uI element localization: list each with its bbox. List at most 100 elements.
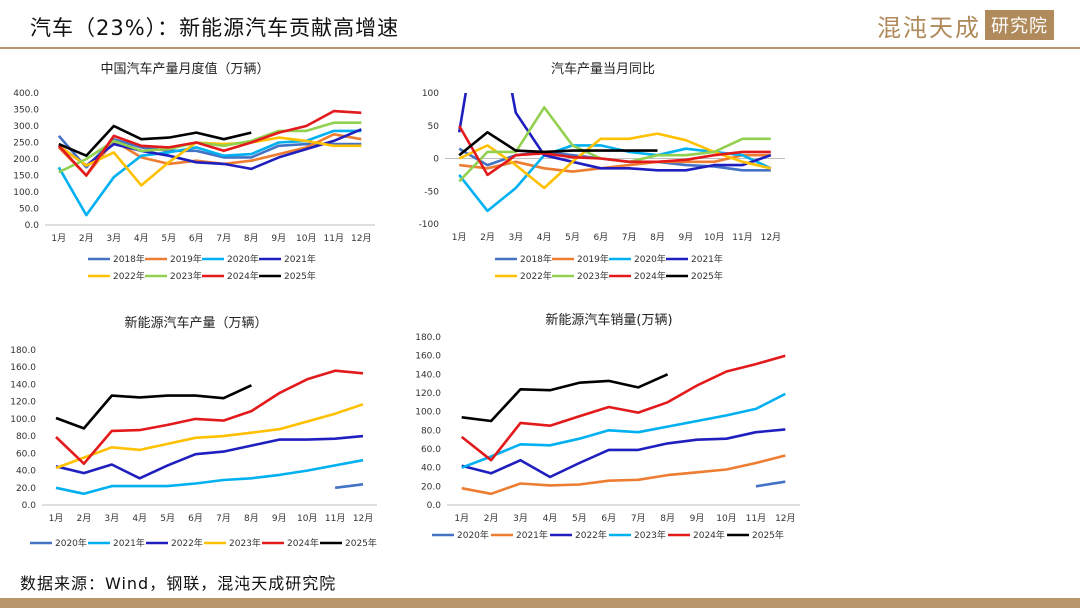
footer-bar (0, 598, 1080, 608)
legend-label: 2023年 (634, 529, 666, 541)
y-tick-label: -100 (419, 220, 440, 230)
legend-label: 2020年 (55, 537, 87, 549)
x-tick-label: 10月 (297, 513, 317, 524)
legend-label: 2021年 (516, 529, 548, 541)
logo-box-text: 研究院 (985, 10, 1054, 40)
x-tick-label: 11月 (325, 513, 345, 524)
legend-label: 2019年 (170, 253, 202, 265)
y-tick-label: 140.0 (10, 380, 36, 390)
series-line-2020年 (755, 480, 786, 488)
x-tick-label: 6月 (601, 513, 616, 524)
x-tick-label: 5月 (572, 513, 587, 524)
legend-label: 2025年 (691, 270, 723, 282)
y-tick-label: 60.0 (16, 449, 36, 459)
page-title: 汽车（23%）：新能源汽车贡献高增速 (30, 16, 400, 40)
legend-label: 2022年 (520, 270, 552, 282)
y-tick-label: 350.0 (13, 106, 39, 116)
y-tick-label: 200.0 (13, 155, 39, 165)
legend-label: 2023年 (170, 270, 202, 282)
y-tick-label: 400.0 (13, 89, 39, 99)
series-line-2020年 (334, 483, 364, 490)
legend-label: 2020年 (227, 253, 259, 265)
y-tick-label: 100.0 (13, 188, 39, 198)
y-tick-label: 120.0 (415, 389, 441, 399)
y-tick-label: 80.0 (16, 432, 36, 442)
x-tick-label: 8月 (244, 233, 259, 244)
legend-label: 2022年 (171, 537, 203, 549)
x-tick-label: 9月 (690, 513, 705, 524)
y-tick-label: 140.0 (415, 370, 441, 380)
chart-title: 汽车产量当月同比 (551, 61, 655, 77)
series-line-2022年 (461, 428, 786, 479)
y-tick-label: 100.0 (415, 408, 441, 418)
x-tick-label: 2月 (484, 513, 499, 524)
legend-label: 2022年 (575, 529, 607, 541)
x-tick-label: 4月 (132, 513, 147, 524)
source-note: 数据来源：Wind，钢联，混沌天成研究院 (20, 574, 337, 593)
x-tick-label: 7月 (631, 513, 646, 524)
series-line-2021年 (58, 128, 362, 171)
y-tick-label: 120.0 (10, 398, 36, 408)
x-tick-label: 3月 (508, 232, 523, 243)
x-tick-label: 6月 (189, 233, 204, 244)
x-tick-label: 5月 (161, 233, 176, 244)
y-tick-label: 0.0 (25, 221, 40, 231)
x-tick-label: 8月 (650, 232, 665, 243)
x-tick-label: 6月 (188, 513, 203, 524)
legend-label: 2024年 (634, 270, 666, 282)
y-tick-label: 250.0 (13, 139, 39, 149)
x-tick-label: 12月 (761, 232, 781, 243)
series-line-2024年 (460, 354, 786, 462)
x-tick-label: 7月 (622, 232, 637, 243)
x-tick-label: 6月 (593, 232, 608, 243)
legend-label: 2021年 (284, 253, 316, 265)
x-tick-label: 10月 (716, 513, 736, 524)
legend-label: 2020年 (457, 529, 489, 541)
series-line-2024年 (57, 109, 362, 177)
y-tick-label: 0.0 (427, 501, 442, 511)
legend-label: 2024年 (693, 529, 725, 541)
series-line-2021年 (461, 454, 786, 496)
x-tick-label: 12月 (351, 233, 371, 244)
legend-label: 2025年 (752, 529, 784, 541)
chart-title: 中国汽车产量月度值（万辆） (100, 61, 269, 77)
chart-title: 新能源汽车产量（万辆） (124, 315, 267, 331)
x-tick-label: 4月 (537, 232, 552, 243)
y-tick-label: 180.0 (415, 333, 441, 343)
series-line-2025年 (461, 373, 669, 423)
x-tick-label: 4月 (543, 513, 558, 524)
series-line-2025年 (55, 384, 252, 430)
y-tick-label: 100.0 (10, 415, 36, 425)
y-tick-label: 40.0 (16, 467, 36, 477)
x-tick-label: 5月 (160, 513, 175, 524)
x-tick-label: 10月 (296, 233, 316, 244)
legend-label: 2023年 (577, 270, 609, 282)
x-tick-label: 2月 (480, 232, 495, 243)
y-tick-label: 60.0 (421, 445, 441, 455)
x-tick-label: 1月 (51, 233, 66, 244)
y-tick-label: 300.0 (13, 122, 39, 132)
x-tick-label: 4月 (134, 233, 149, 244)
y-tick-label: 50 (428, 122, 440, 132)
x-tick-label: 1月 (452, 232, 467, 243)
legend-label: 2023年 (229, 537, 261, 549)
legend-label: 2018年 (113, 253, 145, 265)
x-tick-label: 3月 (513, 513, 528, 524)
x-tick-label: 9月 (271, 233, 286, 244)
legend-label: 2019年 (577, 253, 609, 265)
series-line-2023年 (461, 392, 786, 469)
y-tick-label: 150.0 (13, 172, 39, 182)
series-line-2024年 (55, 369, 364, 465)
legend-label: 2024年 (287, 537, 319, 549)
x-tick-label: 11月 (732, 232, 752, 243)
y-tick-label: 100 (422, 89, 439, 99)
legend-label: 2021年 (113, 537, 145, 549)
series-line-2022年 (55, 434, 364, 480)
series-line-2023年 (55, 403, 364, 470)
brand-logo: 混沌天成 研究院 (877, 8, 1054, 42)
y-tick-label: 20.0 (16, 484, 36, 494)
y-tick-label: 80.0 (421, 426, 441, 436)
chart-title: 新能源汽车销量(万辆) (545, 312, 672, 328)
x-tick-label: 2月 (77, 513, 92, 524)
